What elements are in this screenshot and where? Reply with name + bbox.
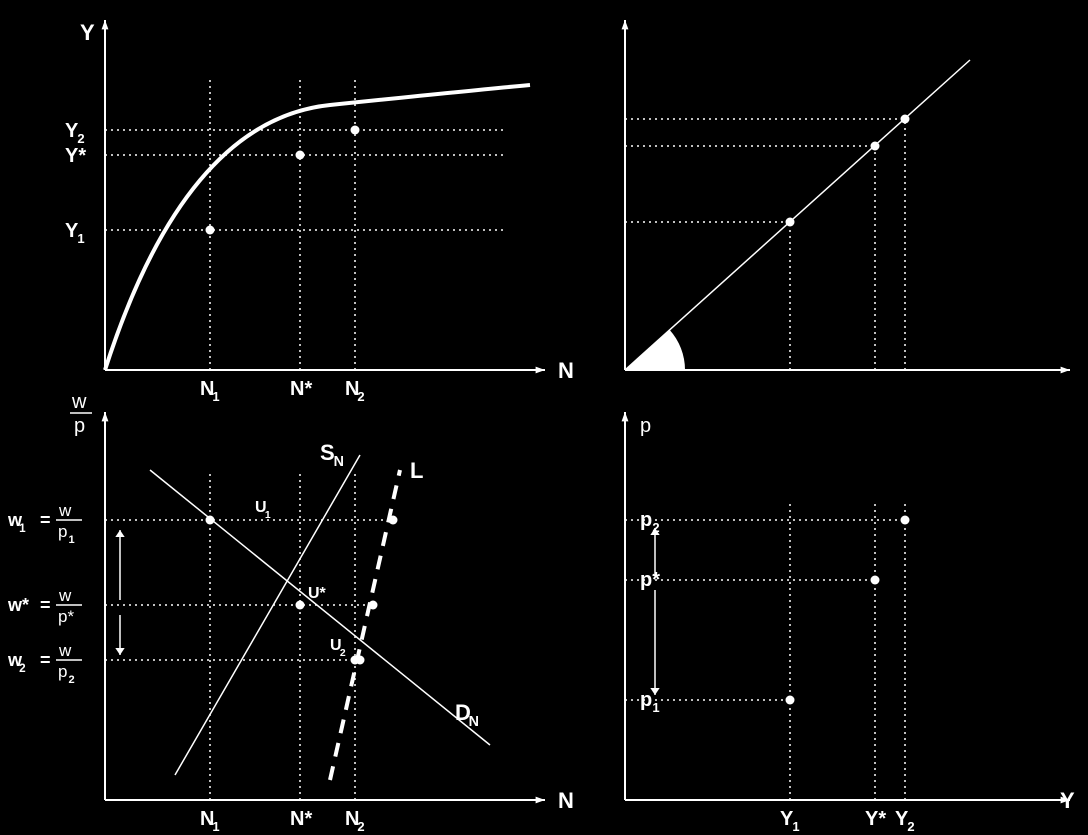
svg-text:2: 2 [907,819,914,834]
svg-text:2: 2 [340,648,346,659]
svg-text:p: p [640,689,652,711]
svg-text:S: S [320,440,335,465]
svg-text:w: w [58,641,72,660]
svg-text:N*: N* [290,808,312,830]
svg-text:1: 1 [69,534,75,546]
svg-text:p: p [58,662,67,681]
svg-text:Y: Y [1060,788,1075,813]
svg-text:=: = [40,595,51,615]
svg-text:w: w [58,501,72,520]
svg-text:2: 2 [77,131,84,146]
svg-text:p: p [58,522,67,541]
svg-text:1: 1 [652,700,659,715]
svg-text:N*: N* [290,378,312,400]
svg-text:Y: Y [80,20,95,45]
svg-text:1: 1 [19,522,26,535]
svg-text:2: 2 [357,389,364,404]
svg-text:2: 2 [69,674,75,686]
svg-text:1: 1 [265,510,271,521]
svg-text:=: = [40,650,51,670]
svg-text:Y*: Y* [65,145,86,167]
svg-text:p: p [640,415,651,437]
svg-text:=: = [40,510,51,530]
svg-text:p: p [640,509,652,531]
svg-text:N: N [469,714,479,730]
svg-text:N: N [334,454,344,470]
svg-text:U*: U* [308,585,327,602]
svg-text:1: 1 [212,819,219,834]
svg-text:w: w [58,586,72,605]
svg-text:N: N [558,788,574,813]
svg-text:p*: p* [640,569,660,591]
svg-text:w: w [71,391,87,413]
economics-diagram: YNY1Y*Y2N1N*N2wpNSNDNLw1=wp1w*=wp*w2=wp2… [0,0,1088,835]
svg-text:1: 1 [212,389,219,404]
svg-text:1: 1 [77,231,84,246]
svg-text:2: 2 [19,662,26,675]
svg-text:L: L [410,458,423,483]
svg-text:1: 1 [792,819,799,834]
svg-text:p: p [74,415,85,437]
svg-text:w*: w* [7,595,29,615]
svg-text:N: N [558,358,574,383]
svg-text:2: 2 [357,819,364,834]
svg-text:p*: p* [58,607,74,626]
svg-text:Y*: Y* [865,808,886,830]
